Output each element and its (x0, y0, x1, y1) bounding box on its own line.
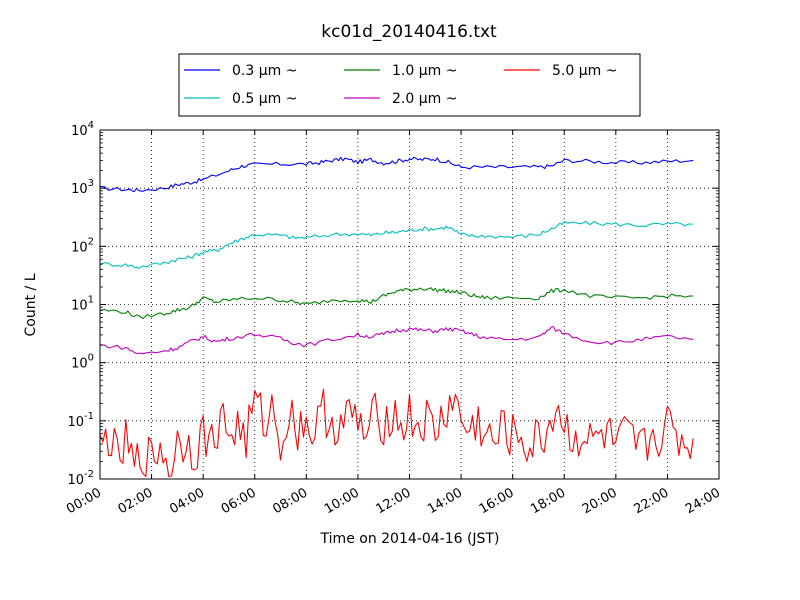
y-tick-base: 10 (71, 240, 88, 255)
y-tick-exponent: -2 (84, 469, 94, 480)
chart-title: kc01d_20140416.txt (321, 22, 497, 42)
y-tick-label: 10-2 (67, 469, 94, 488)
y-tick-label: 104 (71, 120, 94, 139)
legend-label: 2.0 μm ~ (392, 91, 457, 107)
y-tick-base: 10 (71, 182, 88, 197)
x-tick-label: 04:00 (167, 485, 207, 517)
legend-label: 5.0 μm ~ (552, 63, 617, 79)
y-tick-label: 103 (71, 178, 94, 197)
y-tick-base: 10 (67, 473, 84, 488)
y-tick-exponent: 4 (88, 120, 94, 131)
legend-label: 1.0 μm ~ (392, 63, 457, 79)
y-tick-base: 10 (71, 299, 88, 314)
series-line (99, 220, 694, 269)
series-line (99, 388, 694, 478)
y-tick-exponent: 2 (88, 236, 94, 247)
x-tick-label: 06:00 (219, 485, 259, 517)
data-series (99, 156, 694, 478)
x-tick-label: 16:00 (477, 485, 517, 517)
legend-box (178, 53, 641, 117)
legend-label: 0.3 μm ~ (232, 63, 297, 79)
x-tick-label: 18:00 (528, 485, 568, 517)
y-tick-label: 100 (71, 353, 94, 372)
x-tick-label: 14:00 (425, 485, 465, 517)
x-tick-label: 02:00 (116, 485, 156, 517)
y-tick-exponent: 1 (88, 295, 94, 306)
y-tick-base: 10 (71, 357, 88, 372)
y-tick-label: 102 (71, 236, 94, 255)
legend-label: 0.5 μm ~ (232, 91, 297, 107)
x-tick-label: 22:00 (631, 485, 671, 517)
x-tick-label: 12:00 (374, 485, 414, 517)
y-tick-base: 10 (67, 415, 84, 430)
x-tick-label: 24:00 (683, 485, 723, 517)
series-line (99, 326, 694, 355)
y-tick-base: 10 (71, 124, 88, 139)
x-tick-label: 10:00 (322, 485, 362, 517)
y-tick-exponent: 3 (88, 178, 94, 189)
x-tick-label: 00:00 (64, 485, 104, 517)
y-tick-label: 10-1 (67, 411, 94, 430)
series-line (99, 287, 694, 320)
y-axis-label: Count / L (23, 273, 39, 336)
y-tick-exponent: 0 (88, 353, 94, 364)
y-tick-label: 101 (71, 295, 94, 314)
x-tick-labels: 00:00 02:00 04:00 06:00 08:00 10:00 12:00 14:00… (64, 485, 723, 517)
x-tick-label: 08:00 (270, 485, 310, 517)
legend: 0.3 μm ~ 0.5 μm ~ 1.0 μm ~ 2.0 μm ~ 5.0 μm ~ (178, 53, 641, 117)
y-tick-exponent: -1 (84, 411, 94, 422)
axis-ticks (99, 129, 720, 480)
x-axis-label: Time on 2014-04-16 (JST) (320, 531, 500, 547)
series-line (99, 156, 694, 193)
x-tick-label: 20:00 (580, 485, 620, 517)
